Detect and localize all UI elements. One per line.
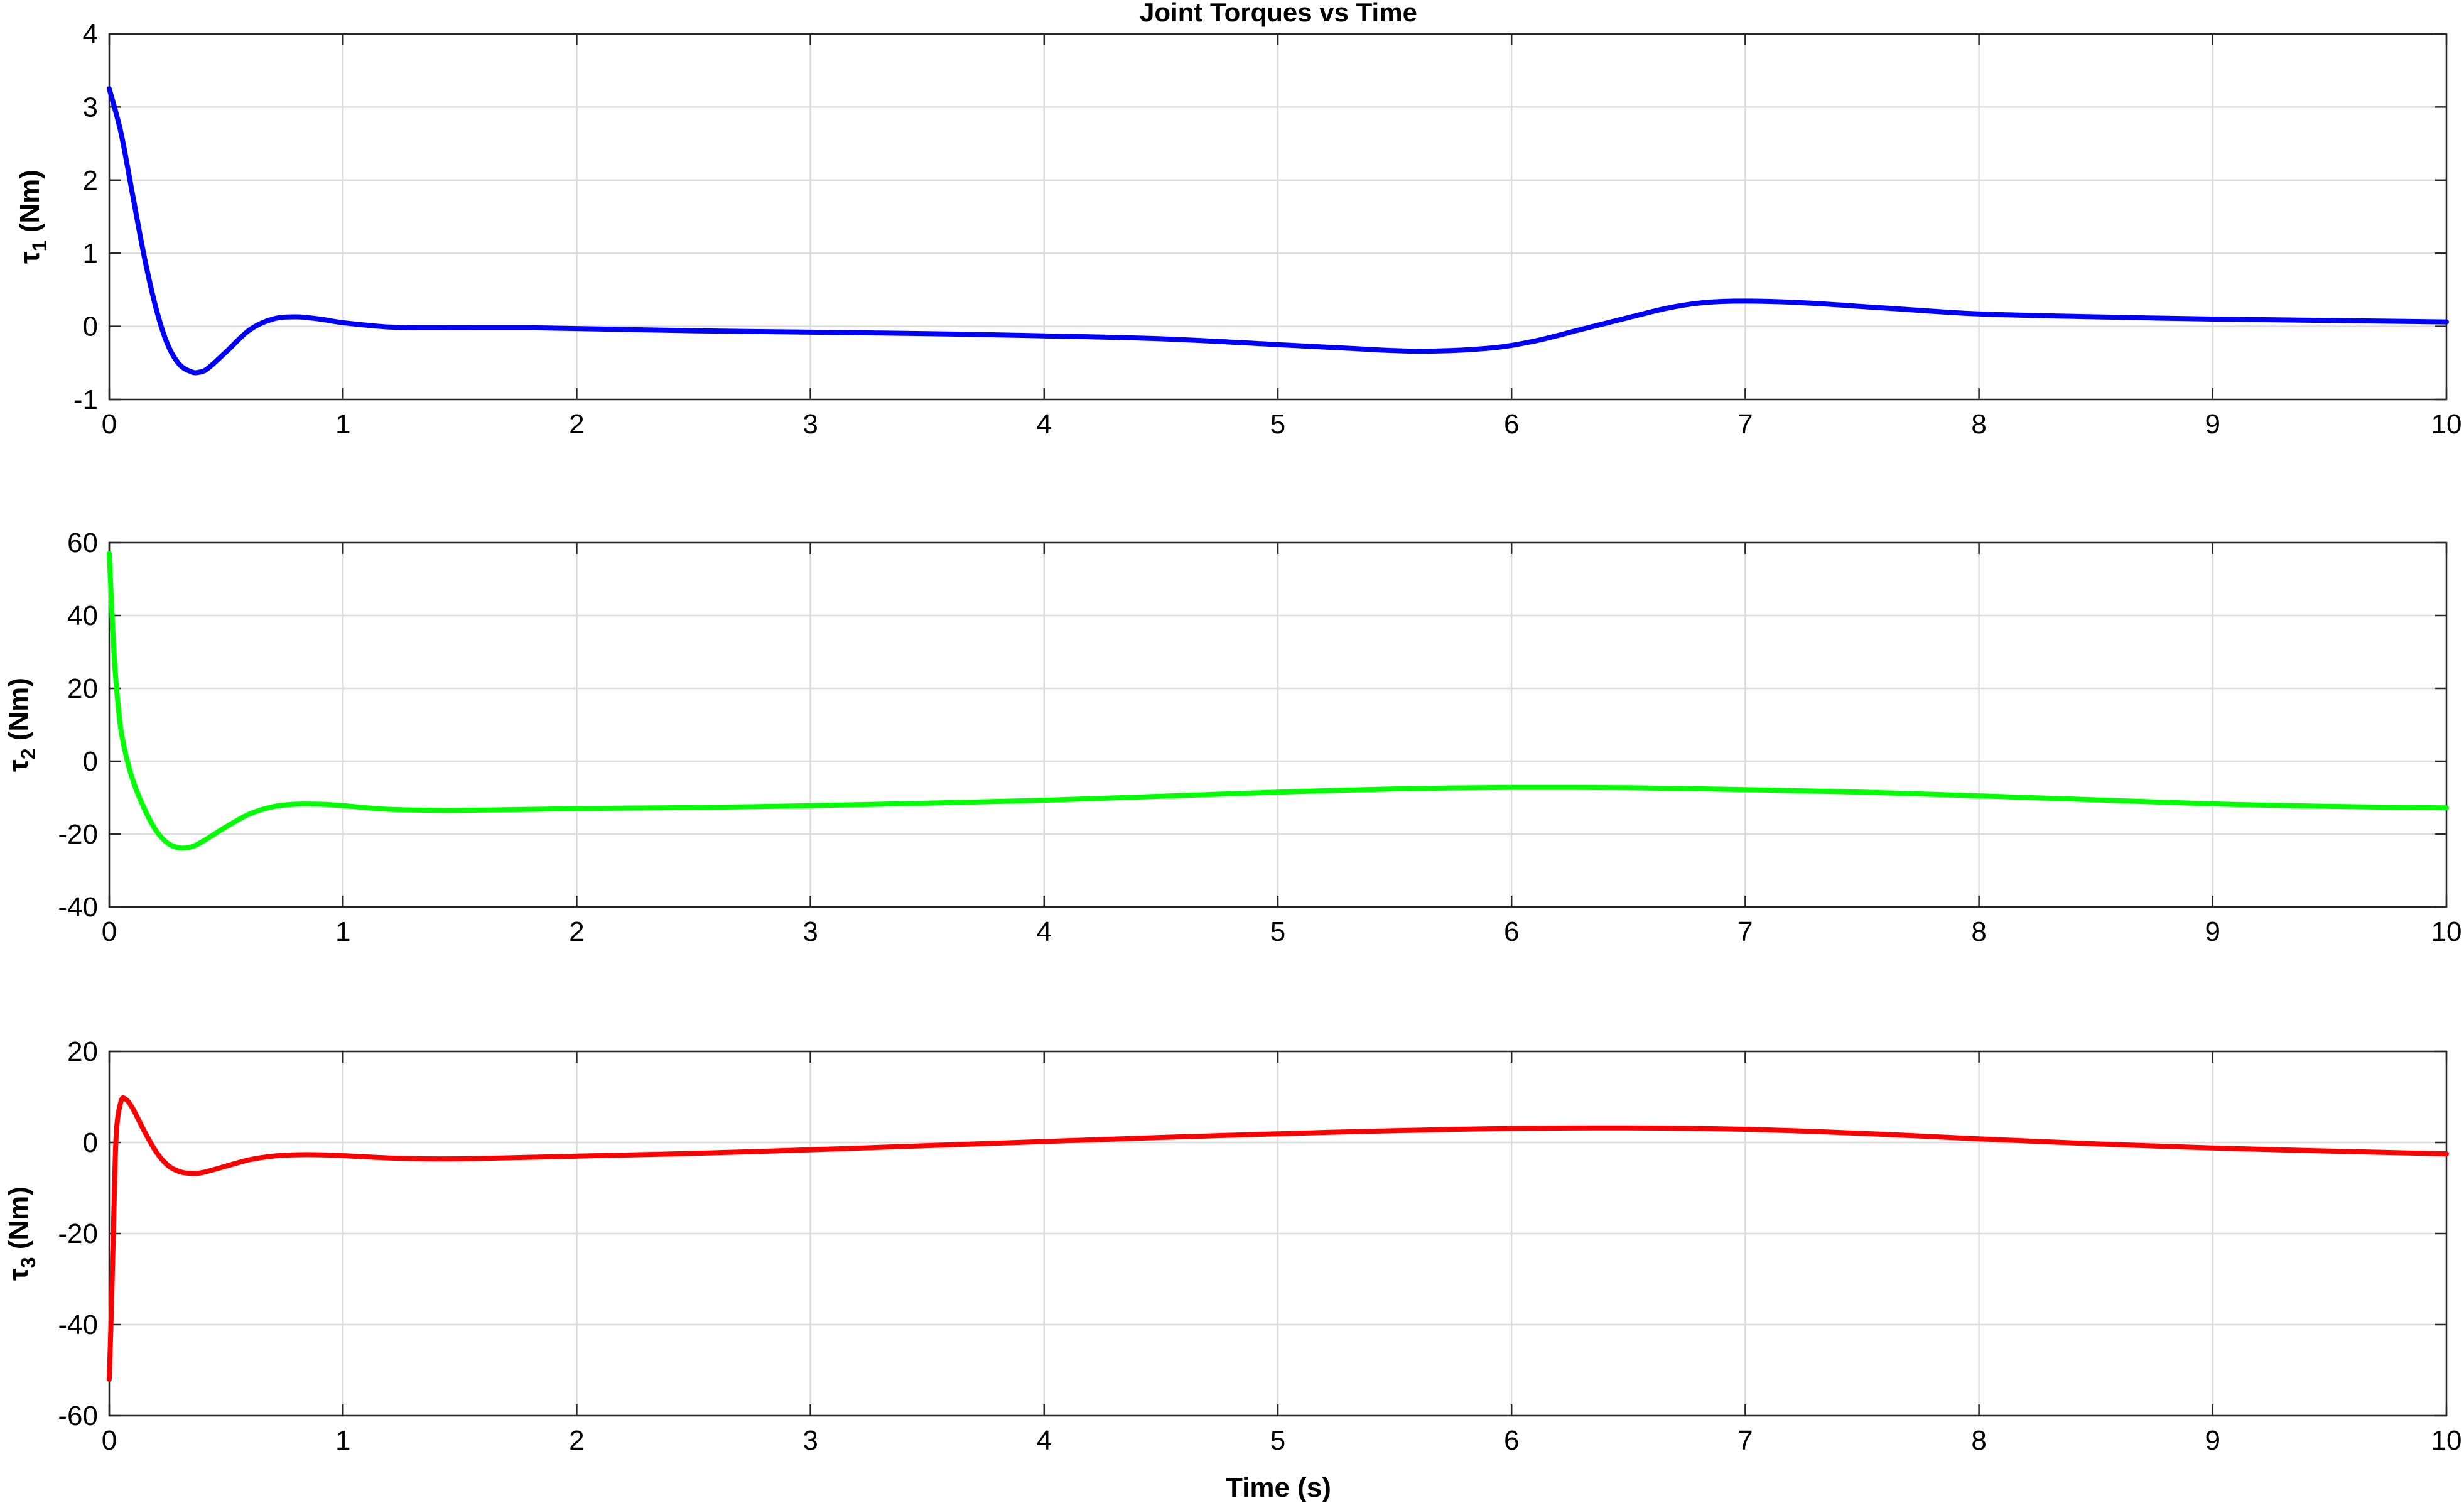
y-tick-label: 3 <box>83 92 98 122</box>
x-tick-label: 9 <box>2205 1425 2220 1456</box>
y-tick-label: 1 <box>83 238 98 269</box>
x-tick-label: 1 <box>335 409 350 440</box>
y-tick-label: -1 <box>73 384 98 415</box>
x-tick-label: 2 <box>569 1425 584 1456</box>
x-tick-label: 0 <box>102 916 117 947</box>
x-tick-label: 7 <box>1737 1425 1753 1456</box>
x-tick-label: 8 <box>1971 916 1986 947</box>
x-tick-label: 8 <box>1971 409 1986 440</box>
x-tick-label: 1 <box>335 1425 350 1456</box>
y-axis-label: τ1 (Nm) <box>14 170 51 264</box>
x-tick-label: 6 <box>1504 916 1519 947</box>
x-axis-label: Time (s) <box>1226 1472 1331 1503</box>
x-tick-label: 2 <box>569 916 584 947</box>
y-tick-label: 2 <box>83 165 98 196</box>
y-tick-label: -60 <box>58 1401 98 1431</box>
y-axis-label-unit: (Nm) <box>3 678 34 748</box>
x-tick-label: 10 <box>2431 1425 2462 1456</box>
y-tick-label: -40 <box>58 1310 98 1340</box>
x-tick-label: 7 <box>1737 409 1753 440</box>
x-tick-label: 5 <box>1270 1425 1285 1456</box>
x-tick-label: 0 <box>102 409 117 440</box>
y-axis-label-unit: (Nm) <box>14 170 45 240</box>
y-tick-label: 20 <box>67 673 98 704</box>
x-tick-label: 10 <box>2431 916 2462 947</box>
x-tick-label: 5 <box>1270 409 1285 440</box>
x-tick-label: 2 <box>569 409 584 440</box>
x-tick-label: 4 <box>1037 916 1052 947</box>
x-tick-label: 4 <box>1037 1425 1052 1456</box>
y-tick-label: 20 <box>67 1036 98 1067</box>
x-tick-label: 10 <box>2431 409 2462 440</box>
y-tick-label: 40 <box>67 600 98 631</box>
x-tick-label: 9 <box>2205 409 2220 440</box>
x-tick-label: 3 <box>802 916 818 947</box>
y-tick-label: 0 <box>83 1127 98 1158</box>
y-axis-label-symbol: τ <box>14 251 45 264</box>
y-tick-label: -20 <box>58 819 98 850</box>
x-tick-label: 0 <box>102 1425 117 1456</box>
y-axis-label-subscript: 2 <box>17 749 40 760</box>
y-axis-label: τ2 (Nm) <box>3 678 40 772</box>
y-tick-label: -20 <box>58 1218 98 1249</box>
chart-title: Joint Torques vs Time <box>1140 0 1417 27</box>
x-tick-label: 3 <box>802 1425 818 1456</box>
x-tick-label: 8 <box>1971 1425 1986 1456</box>
x-tick-label: 3 <box>802 409 818 440</box>
x-tick-label: 5 <box>1270 916 1285 947</box>
y-tick-label: 0 <box>83 312 98 342</box>
x-tick-label: 6 <box>1504 1425 1519 1456</box>
y-tick-label: 60 <box>67 528 98 558</box>
y-axis-label: τ3 (Nm) <box>3 1186 40 1281</box>
y-tick-label: 0 <box>83 746 98 777</box>
x-tick-label: 4 <box>1037 409 1052 440</box>
y-axis-label-symbol: τ <box>3 1268 34 1281</box>
x-tick-label: 1 <box>335 916 350 947</box>
x-tick-label: 7 <box>1737 916 1753 947</box>
y-axis-label-unit: (Nm) <box>3 1186 34 1257</box>
y-axis-label-subscript: 3 <box>17 1257 40 1269</box>
x-tick-label: 6 <box>1504 409 1519 440</box>
x-tick-label: 9 <box>2205 916 2220 947</box>
y-axis-label-symbol: τ <box>3 759 34 772</box>
y-tick-label: -40 <box>58 892 98 923</box>
y-axis-label-subscript: 1 <box>28 241 51 252</box>
y-tick-label: 4 <box>83 19 98 50</box>
